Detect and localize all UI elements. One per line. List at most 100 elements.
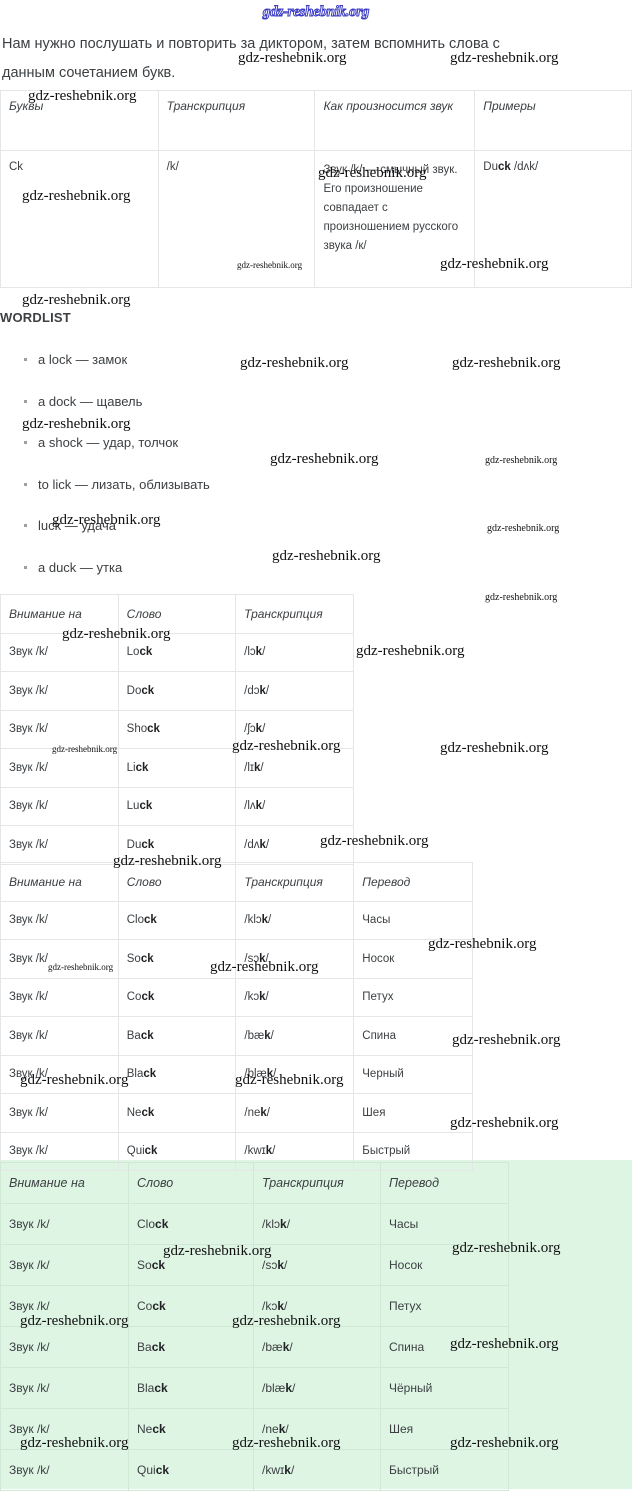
cell-focus: Звук /k/ bbox=[0, 632, 119, 672]
cell-translation: Быстрый bbox=[380, 1449, 509, 1491]
table-row: Звук /k/Sock/sɔk/Носок bbox=[0, 939, 473, 979]
cell-transcription: /klɔk/ bbox=[253, 1203, 381, 1245]
cell-focus: Звук /k/ bbox=[0, 900, 119, 940]
site-logo-watermark: gdz-reshebnik.org bbox=[262, 4, 370, 21]
transcription-highlight: k bbox=[254, 761, 261, 774]
cell-transcription: /ʃɔk/ bbox=[235, 709, 354, 749]
transcription-prefix: /kɔ bbox=[244, 991, 260, 1004]
word-prefix: Sho bbox=[126, 723, 148, 736]
list-item: a shock — удар, толчок bbox=[24, 435, 210, 477]
word-highlight: ck bbox=[141, 838, 155, 851]
list-item: a lock — замок bbox=[24, 352, 210, 394]
cell-word: Neck bbox=[117, 1093, 237, 1133]
word-prefix: Co bbox=[137, 1299, 153, 1313]
word-highlight: ck bbox=[140, 952, 154, 965]
transcription-prefix: /lɪ bbox=[244, 761, 254, 774]
transcription-suffix: / bbox=[265, 838, 270, 851]
cell-word: Lick bbox=[117, 748, 237, 788]
cell-translation: Носок bbox=[353, 939, 473, 979]
cell-example: Duck /dʌk/ bbox=[474, 150, 632, 288]
cell-transcription: /nek/ bbox=[235, 1093, 355, 1133]
table-row: Звук /k/Shock/ʃɔk/ bbox=[0, 709, 354, 749]
word-prefix: Li bbox=[126, 761, 136, 774]
table-row: Звук /k/Back/bæk/Спина bbox=[0, 1016, 473, 1056]
transcription-suffix: / bbox=[272, 1145, 276, 1158]
transcription-highlight: k bbox=[284, 1463, 291, 1477]
table-row: Звук /k/Quick/kwɪk/Быстрый bbox=[0, 1449, 509, 1491]
word-highlight: ck bbox=[143, 1068, 157, 1081]
word-highlight: ck bbox=[144, 914, 157, 927]
example-word-transcription: /dʌk/ bbox=[510, 161, 539, 173]
transcription-suffix: / bbox=[284, 1299, 288, 1313]
cell-translation: Спина bbox=[380, 1326, 509, 1368]
cell-transcription: /nek/ bbox=[253, 1408, 381, 1450]
cell-translation: Спина bbox=[353, 1016, 473, 1056]
cell-how-sound: Звук /k/ — смычный звук. Его произношени… bbox=[314, 150, 476, 288]
transcription-suffix: / bbox=[273, 1068, 277, 1081]
th-translation: Перевод bbox=[380, 1162, 509, 1204]
cell-focus: Звук /k/ bbox=[0, 977, 119, 1017]
cell-translation: Часы bbox=[380, 1203, 509, 1245]
transcription-highlight: k bbox=[282, 1340, 290, 1354]
transcription-highlight: k bbox=[259, 952, 266, 965]
table-row: Звук /k/Lick/lɪk/ bbox=[0, 748, 354, 788]
transcription-highlight: k bbox=[277, 1258, 285, 1272]
wordlist-heading: WORDLIST bbox=[0, 310, 71, 325]
th-focus: Внимание на bbox=[0, 862, 119, 902]
table-header-row: Внимание на Слово Транскрипция bbox=[0, 594, 354, 634]
transcription-prefix: /ne bbox=[262, 1422, 279, 1436]
cell-transcription: /blæk/ bbox=[235, 1054, 355, 1094]
cell-word: Cock bbox=[117, 977, 237, 1017]
th-transcription: Транскрипция bbox=[253, 1162, 381, 1204]
transcription-prefix: /kwɪ bbox=[262, 1463, 285, 1477]
word-prefix: Du bbox=[126, 838, 142, 851]
th-transcription: Транскрипция bbox=[235, 594, 354, 634]
transcription-highlight: k bbox=[255, 800, 263, 813]
table-row: Звук /k/Clock/klɔk/Часы bbox=[0, 900, 473, 940]
cell-transcription: /lɔk/ bbox=[235, 632, 354, 672]
word-highlight: ck bbox=[135, 761, 149, 774]
transcription-prefix: /bæ bbox=[244, 1029, 265, 1042]
cell-translation: Шея bbox=[353, 1093, 473, 1133]
transcription-prefix: /blæ bbox=[262, 1381, 286, 1395]
transcription-prefix: /dʌ bbox=[244, 838, 260, 851]
word-highlight: ck bbox=[147, 723, 160, 736]
table-row: Звук /k/Cock/kɔk/Петух bbox=[0, 1285, 509, 1327]
word-highlight: ck bbox=[151, 1340, 166, 1354]
word-prefix: Ba bbox=[137, 1340, 152, 1354]
transcription-suffix: / bbox=[260, 761, 264, 774]
cell-letters: Ck bbox=[0, 150, 159, 288]
cell-word: Sock bbox=[117, 939, 237, 979]
cell-transcription: /lʌk/ bbox=[235, 786, 354, 826]
cell-focus: Звук /k/ bbox=[0, 671, 119, 711]
cell-word: Quick bbox=[128, 1449, 254, 1491]
table-header-row: Внимание на Слово Транскрипция Перевод bbox=[0, 862, 473, 902]
watermark-text: gdz-reshebnik.org bbox=[240, 355, 349, 371]
transcription-suffix: / bbox=[266, 1106, 270, 1119]
watermark-text: gdz-reshebnik.org bbox=[485, 592, 558, 603]
cell-transcription: /kwɪk/ bbox=[253, 1449, 381, 1491]
word-prefix: Clo bbox=[126, 914, 145, 927]
th-focus: Внимание на bbox=[0, 1162, 129, 1204]
table-row: Звук /k/Black/blæk/Черный bbox=[0, 1054, 473, 1094]
word-prefix: So bbox=[137, 1258, 152, 1272]
transcription-highlight: k bbox=[264, 1029, 271, 1042]
wordlist: a lock — замок a dock — щавель a shock —… bbox=[6, 352, 210, 601]
cell-transcription: /kɔk/ bbox=[235, 977, 355, 1017]
table-row: Звук /k/Neck/nek/Шея bbox=[0, 1093, 473, 1133]
word-prefix: Lu bbox=[126, 800, 140, 813]
th-translation: Перевод bbox=[353, 862, 473, 902]
cell-focus: Звук /k/ bbox=[0, 939, 119, 979]
list-item: luck — удача bbox=[24, 518, 210, 560]
word-highlight: ck bbox=[139, 646, 153, 659]
cell-transcription: /blæk/ bbox=[253, 1367, 381, 1409]
word-highlight: ck bbox=[140, 1029, 154, 1042]
cell-word: Black bbox=[128, 1367, 254, 1409]
transcription-highlight: k bbox=[277, 1299, 285, 1313]
transcription-suffix: / bbox=[265, 684, 270, 697]
cell-word: Sock bbox=[128, 1244, 254, 1286]
word-prefix: Qui bbox=[137, 1463, 156, 1477]
watermark-text: gdz-reshebnik.org bbox=[22, 292, 131, 308]
cell-translation: Шея bbox=[380, 1408, 509, 1450]
cell-focus: Звук /k/ bbox=[0, 709, 119, 749]
